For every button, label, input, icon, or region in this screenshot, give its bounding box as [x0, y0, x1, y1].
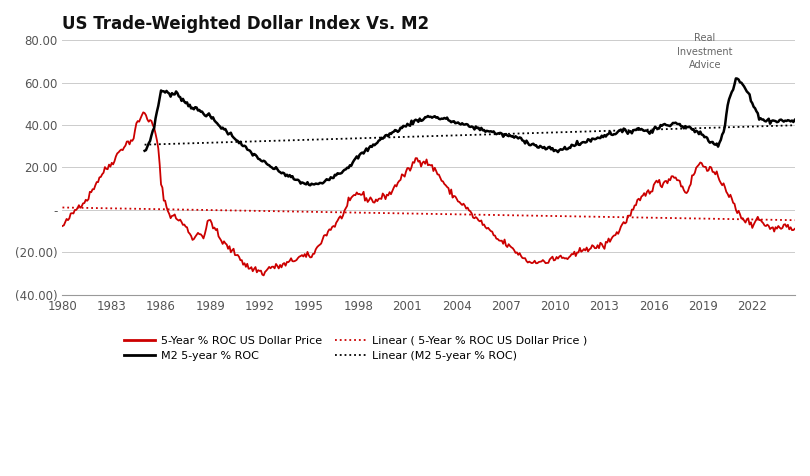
Text: Real
Investment
Advice: Real Investment Advice — [677, 33, 732, 69]
Legend: 5-Year % ROC US Dollar Price, M2 5-year % ROC, Linear ( 5-Year % ROC US Dollar P: 5-Year % ROC US Dollar Price, M2 5-year … — [120, 331, 591, 366]
Text: US Trade-Weighted Dollar Index Vs. M2: US Trade-Weighted Dollar Index Vs. M2 — [62, 15, 429, 33]
